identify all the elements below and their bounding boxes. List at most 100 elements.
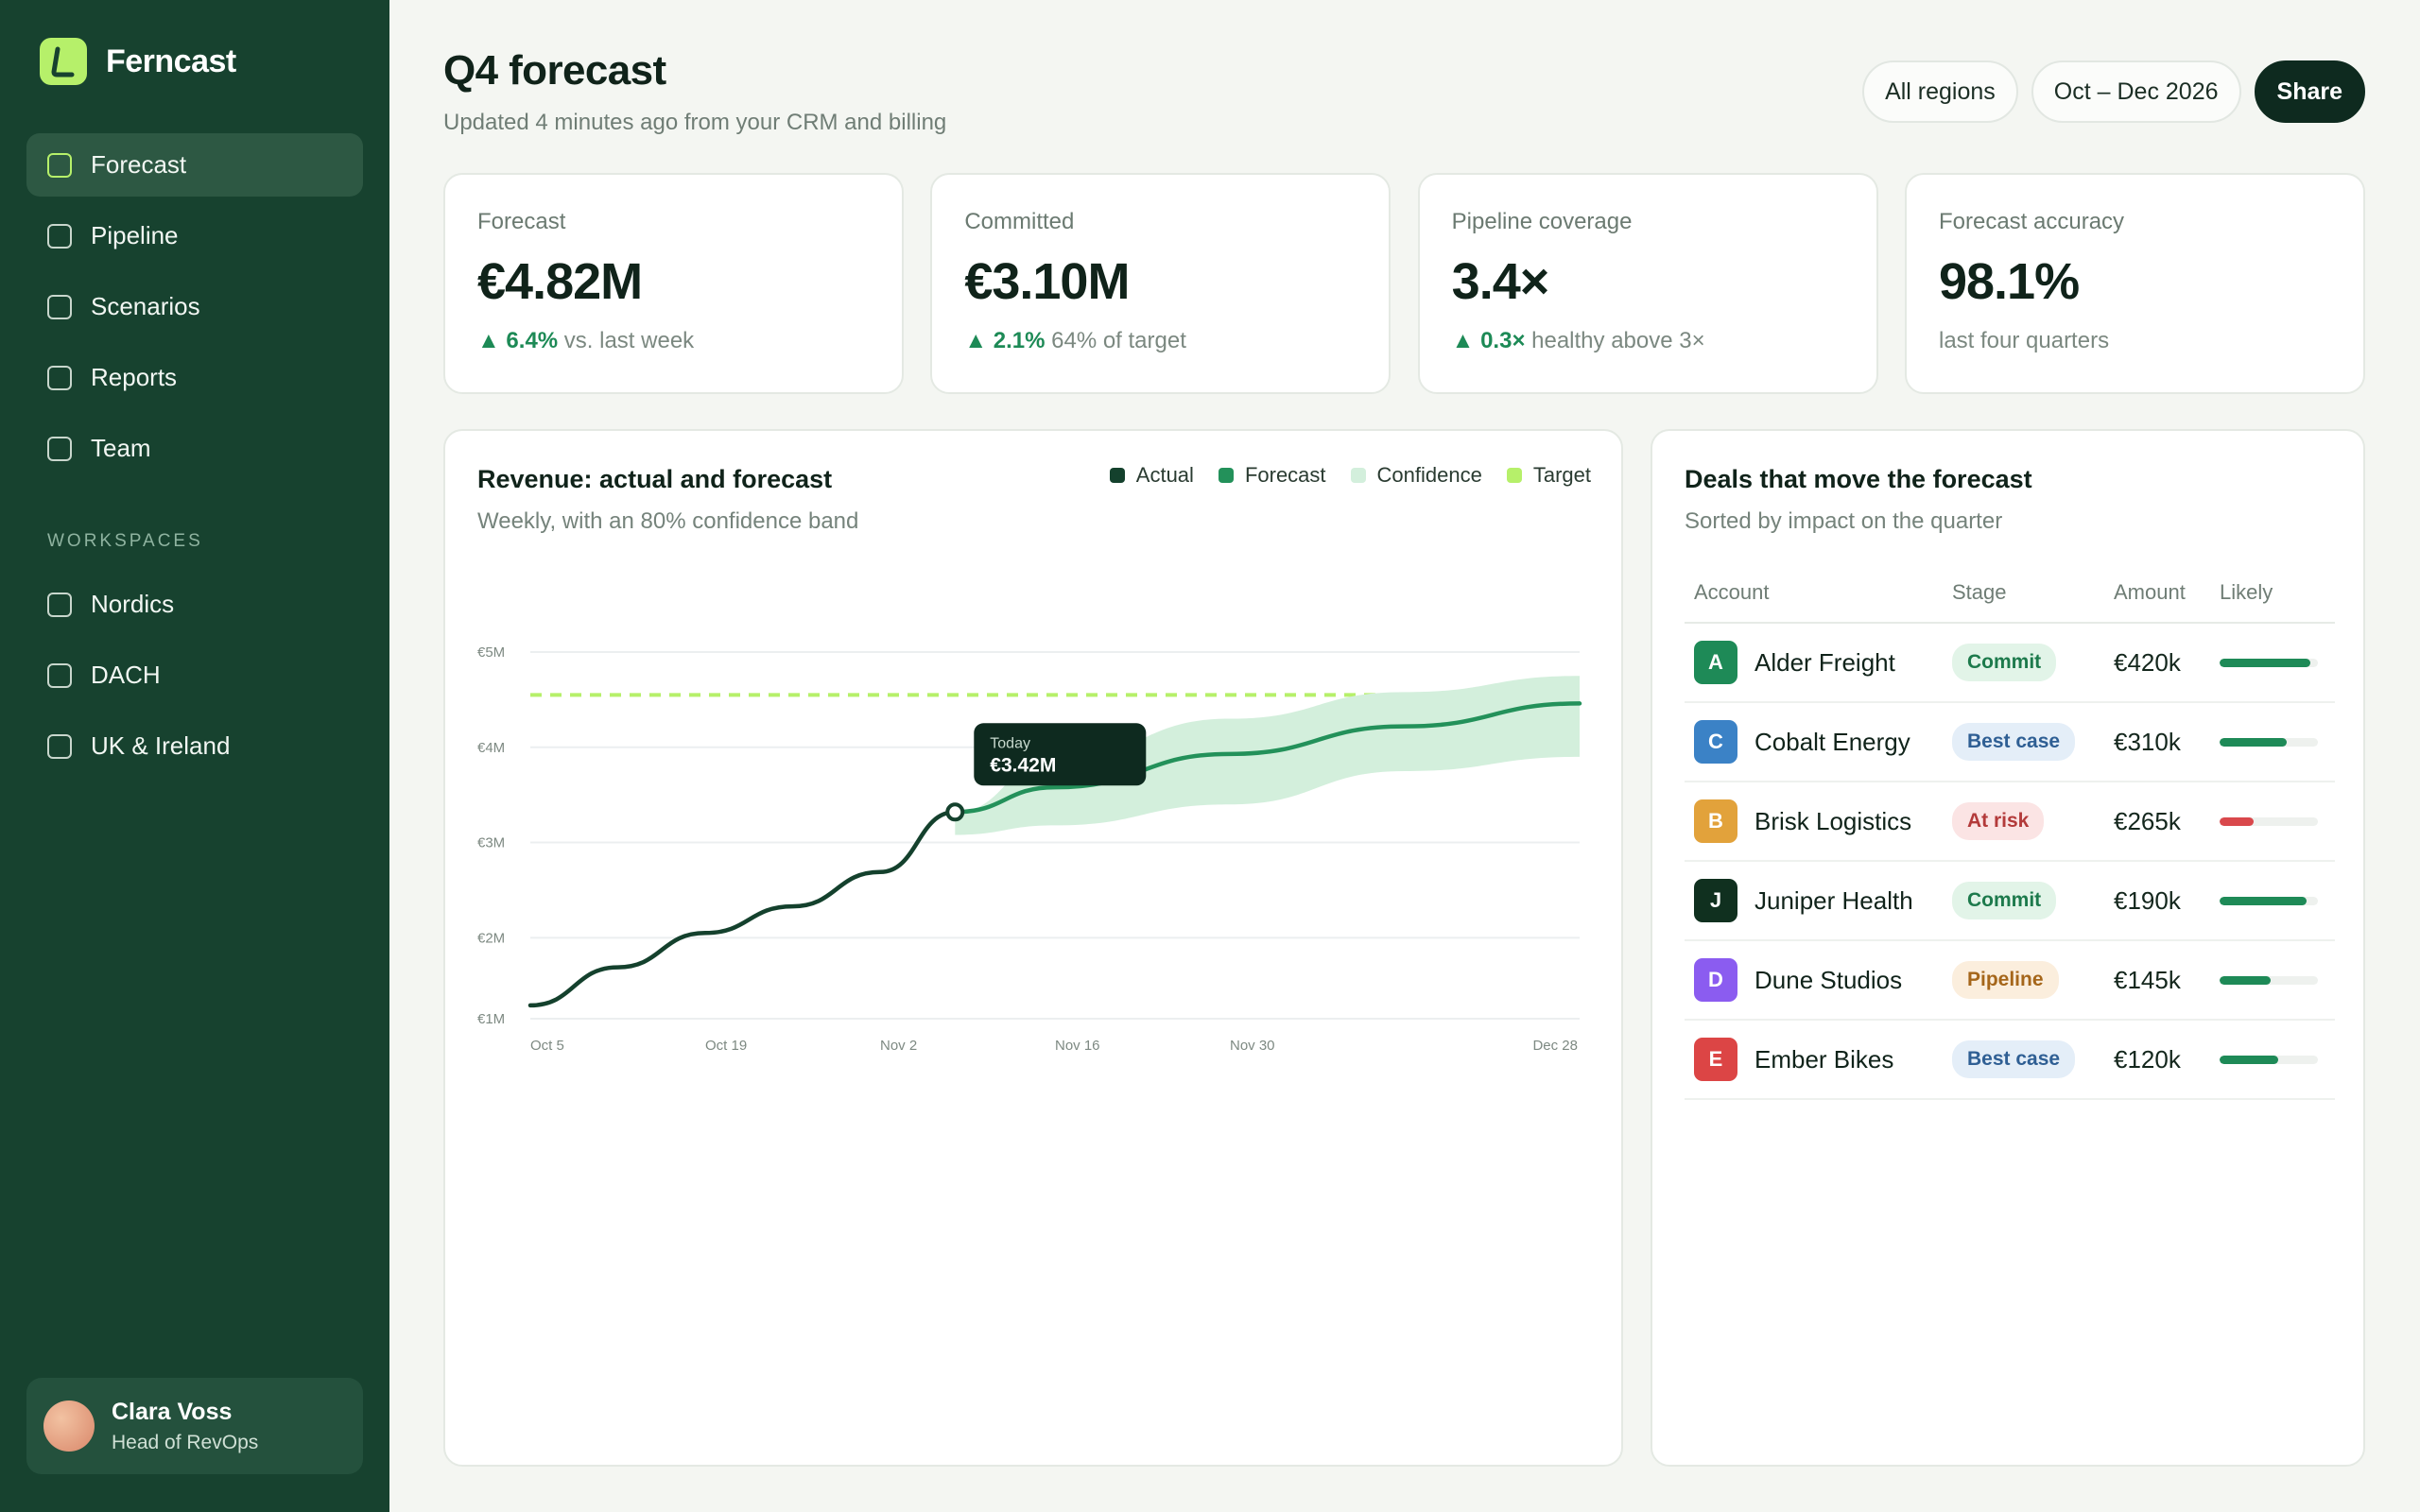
kpi-card-pipeline-coverage: Pipeline coverage 3.4× ▲ 0.3× healthy ab… xyxy=(1417,173,1878,394)
account-badge: J xyxy=(1694,879,1737,922)
sidebar-item-label: Pipeline xyxy=(91,221,179,249)
legend-label: Actual xyxy=(1135,463,1194,487)
account-name[interactable]: Cobalt Energy xyxy=(1754,727,1910,756)
region-filter-button[interactable]: All regions xyxy=(1862,60,2018,123)
checkbox-icon xyxy=(47,152,72,178)
kpi-note: vs. last week xyxy=(558,328,695,353)
account-name[interactable]: Ember Bikes xyxy=(1754,1044,1894,1074)
stage-badge: Pipeline xyxy=(1952,961,2059,999)
y-tick-label: €4M xyxy=(477,740,505,756)
kpi-footnote: ▲ 2.1% 64% of target xyxy=(964,328,1357,354)
column-header-amount[interactable]: Amount xyxy=(2114,580,2186,604)
likely-cell xyxy=(2220,1055,2335,1064)
sidebar-item-label: Nordics xyxy=(91,590,175,618)
sidebar-item-nordics[interactable]: Nordics xyxy=(26,573,363,636)
likelihood-bar xyxy=(2220,896,2318,905)
table-row[interactable]: D Dune Studios Pipeline €145k xyxy=(1685,941,2335,1021)
column-header-account[interactable]: Account xyxy=(1694,580,1770,604)
checkbox-icon xyxy=(47,592,72,617)
legend-item-confidence[interactable]: Confidence xyxy=(1350,463,1482,488)
kpi-label: Forecast accuracy xyxy=(1938,209,2125,234)
checkbox-icon xyxy=(47,662,72,688)
stage-badge: Commit xyxy=(1952,882,2057,919)
sidebar-item-label: Team xyxy=(91,434,151,462)
confidence-band xyxy=(955,676,1580,835)
deals-title: Deals that move the forecast xyxy=(1685,465,2032,493)
account-cell: J Juniper Health xyxy=(1685,879,1952,922)
account-cell: E Ember Bikes xyxy=(1685,1038,1952,1081)
kpi-footnote: ▲ 0.3× healthy above 3× xyxy=(1452,328,1844,354)
forecast-series-line xyxy=(953,701,1582,815)
sidebar-item-forecast[interactable]: Forecast xyxy=(26,133,363,197)
kpi-value: 3.4× xyxy=(1451,253,1550,310)
profile-text: Clara Voss Head of RevOps xyxy=(112,1399,258,1454)
table-row[interactable]: B Brisk Logistics At risk €265k xyxy=(1685,782,2335,862)
amount-cell: €265k xyxy=(2114,806,2181,835)
kpi-footnote: ▲ 6.4% vs. last week xyxy=(477,328,870,354)
legend-swatch xyxy=(1109,468,1125,483)
revenue-chart-panel: Revenue: actual and forecast Weekly, wit… xyxy=(443,429,1623,1467)
legend-swatch xyxy=(1506,468,1522,483)
stage-badge: Commit xyxy=(1952,644,2057,681)
column-header-likely[interactable]: Likely xyxy=(2220,580,2273,604)
amount-cell: €120k xyxy=(2114,1044,2181,1074)
checkbox-icon xyxy=(47,294,72,319)
account-name[interactable]: Brisk Logistics xyxy=(1754,806,1912,835)
tooltip-value: €3.42M xyxy=(990,754,1056,776)
likely-cell xyxy=(2220,816,2335,826)
share-button[interactable]: Share xyxy=(2254,60,2365,123)
profile-role: Head of RevOps xyxy=(112,1431,259,1453)
table-row[interactable]: A Alder Freight Commit €420k xyxy=(1685,624,2335,703)
kpi-card-committed: Committed €3.10M ▲ 2.1% 64% of target xyxy=(930,173,1392,394)
account-badge: B xyxy=(1694,799,1737,843)
likelihood-bar xyxy=(2220,737,2318,747)
legend-item-forecast[interactable]: Forecast xyxy=(1218,463,1326,488)
brand-name: Ferncast xyxy=(106,43,236,79)
date-range-button[interactable]: Oct – Dec 2026 xyxy=(2031,60,2241,123)
sidebar-item-label: Reports xyxy=(91,363,178,391)
legend-item-actual[interactable]: Actual xyxy=(1109,463,1194,488)
sidebar-item-dach[interactable]: DACH xyxy=(26,644,363,707)
sidebar-item-team[interactable]: Team xyxy=(26,417,363,480)
likelihood-bar xyxy=(2220,1055,2318,1064)
table-row[interactable]: E Ember Bikes Best case €120k xyxy=(1685,1021,2335,1100)
y-tick-label: €3M xyxy=(477,835,505,851)
likelihood-bar-fill xyxy=(2220,1055,2279,1064)
legend-label: Confidence xyxy=(1376,463,1482,487)
x-tick-label: Oct 19 xyxy=(705,1038,747,1054)
kpi-value: €4.82M xyxy=(477,253,643,310)
table-row[interactable]: C Cobalt Energy Best case €310k xyxy=(1685,703,2335,782)
account-badge: C xyxy=(1694,720,1737,764)
user-profile[interactable]: Clara Voss Head of RevOps xyxy=(26,1378,363,1474)
account-name[interactable]: Alder Freight xyxy=(1754,647,1895,677)
sidebar-item-label: DACH xyxy=(91,661,161,689)
ferncast-logo-icon xyxy=(40,38,87,85)
likely-cell xyxy=(2220,896,2335,905)
sidebar-item-uk-ireland[interactable]: UK & Ireland xyxy=(26,714,363,778)
likely-cell xyxy=(2220,975,2335,985)
sidebar-item-pipeline[interactable]: Pipeline xyxy=(26,204,363,267)
sidebar-item-scenarios[interactable]: Scenarios xyxy=(26,275,363,338)
kpi-label: Forecast xyxy=(477,209,566,234)
likely-cell xyxy=(2220,737,2335,747)
likelihood-bar-fill xyxy=(2220,816,2255,826)
page-subtitle: Updated 4 minutes ago from your CRM and … xyxy=(443,110,947,135)
kpi-delta: ▲ 2.1% xyxy=(964,328,1046,353)
account-name[interactable]: Dune Studios xyxy=(1754,965,1903,994)
column-header-stage[interactable]: Stage xyxy=(1952,580,2007,604)
kpi-delta: ▲ 0.3× xyxy=(1451,328,1526,353)
brand[interactable]: Ferncast xyxy=(40,38,236,85)
stage-badge: Best case xyxy=(1952,1040,2076,1078)
kpi-row: Forecast €4.82M ▲ 6.4% vs. last week Com… xyxy=(443,173,2365,394)
legend-item-target[interactable]: Target xyxy=(1506,463,1591,488)
legend-swatch xyxy=(1350,468,1366,483)
account-name[interactable]: Juniper Health xyxy=(1754,885,1913,915)
likelihood-bar-fill xyxy=(2220,896,2307,905)
table-row[interactable]: J Juniper Health Commit €190k xyxy=(1685,862,2335,941)
sidebar-item-reports[interactable]: Reports xyxy=(26,346,363,409)
revenue-line-chart: €1M €2M €3M €4M €5M Oct 5 Oct 19 Nov 2 Nov 16 Nov… xyxy=(477,644,1582,1054)
stage-cell: Commit xyxy=(1952,644,2114,681)
stage-cell: Pipeline xyxy=(1952,961,2114,999)
stage-cell: Best case xyxy=(1952,1040,2114,1078)
today-point xyxy=(945,802,965,822)
